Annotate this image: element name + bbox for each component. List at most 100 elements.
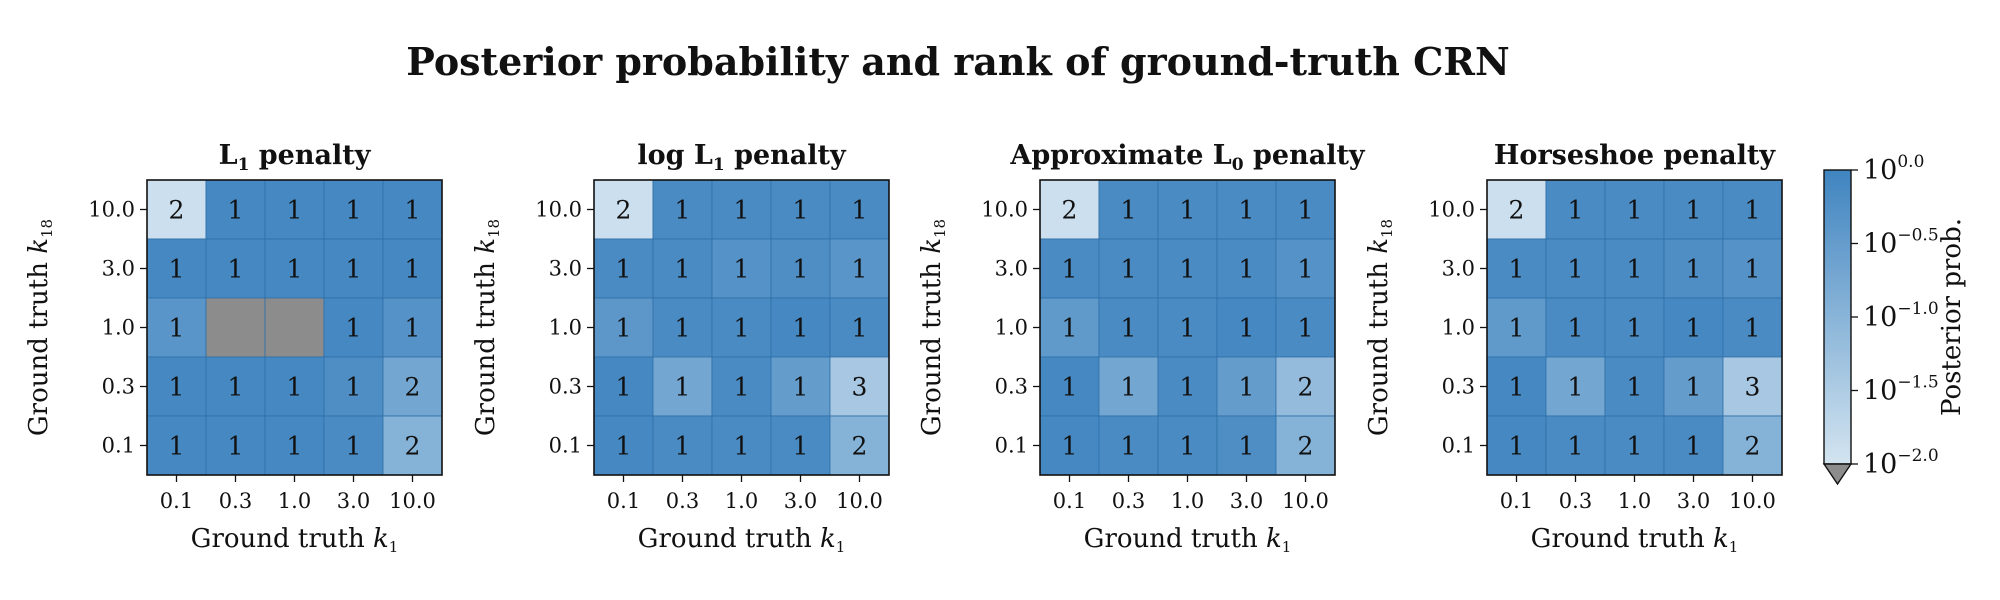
- y-tick-label: 10.0: [535, 198, 582, 222]
- x-axis-label: Ground truth k1: [638, 524, 846, 556]
- figure-title: Posterior probability and rank of ground…: [406, 39, 1509, 84]
- y-axis-label-var: k: [471, 238, 501, 254]
- heatmap-cell: [1545, 179, 1606, 240]
- y-tick-label: 1.0: [102, 316, 135, 340]
- y-tick-label: 0.3: [995, 375, 1028, 399]
- x-axis-label: Ground truth k1: [1531, 524, 1739, 556]
- rank-label: 1: [169, 373, 185, 402]
- y-axis-label: Ground truth k18: [471, 219, 503, 436]
- x-axis-label-subscript: 1: [389, 538, 399, 556]
- panel-title-rest: penalty: [249, 140, 371, 171]
- rank-label: 1: [228, 373, 244, 402]
- heatmap-cell: [264, 297, 325, 358]
- y-tick-label: 10.0: [1428, 198, 1475, 222]
- heatmap-cell: [829, 297, 890, 358]
- heatmap-cell: [264, 415, 325, 476]
- y-axis-label-text: Ground truth: [24, 254, 54, 436]
- heatmap-cell: [1039, 238, 1100, 299]
- rank-label: 1: [1568, 314, 1584, 343]
- x-axis-label-subscript: 1: [836, 538, 846, 556]
- heatmap-cell: [1157, 297, 1218, 358]
- x-tick-label: 3.0: [1677, 489, 1710, 513]
- heatmap-cell: [1604, 297, 1665, 358]
- x-tick-label: 0.1: [160, 489, 193, 513]
- y-tick-label: 0.1: [1442, 434, 1475, 458]
- heatmap-cell: [1545, 356, 1606, 417]
- heatmap-cell: [1486, 356, 1547, 417]
- rank-label: 1: [1298, 314, 1314, 343]
- heatmap-cell: [1039, 356, 1100, 417]
- heatmap-cell: [264, 238, 325, 299]
- x-axis-label: Ground truth k1: [1084, 524, 1292, 556]
- rank-label: 2: [852, 432, 868, 461]
- rank-label: 1: [1509, 373, 1525, 402]
- rank-label: 2: [405, 432, 421, 461]
- y-tick-label: 1.0: [995, 316, 1028, 340]
- y-axis-label-text: Ground truth: [917, 254, 947, 436]
- heatmap-cell: [770, 179, 831, 240]
- panel-title-rest: penalty: [1244, 140, 1366, 171]
- rank-label: 1: [1062, 432, 1078, 461]
- heatmap-cell: [264, 356, 325, 417]
- heatmap-cell: [652, 297, 713, 358]
- rank-label: 1: [169, 432, 185, 461]
- heatmap-cell: [652, 356, 713, 417]
- rank-label: 1: [1180, 196, 1196, 225]
- x-tick-label: 1.0: [1171, 489, 1204, 513]
- rank-label: 2: [1298, 373, 1314, 402]
- y-tick-label: 10.0: [88, 198, 135, 222]
- x-axis-label-text: Ground truth: [191, 524, 373, 554]
- heatmap-cell: [1275, 356, 1336, 417]
- heatmap-cell: [205, 415, 266, 476]
- heatmap-cell: [711, 356, 772, 417]
- rank-label: 1: [616, 255, 632, 284]
- rank-label: 1: [169, 314, 185, 343]
- rank-label: 1: [734, 432, 750, 461]
- heatmap-panel: Approximate L0 penalty 2 1 1 1 1 1 1 1 1 1 1 1 1 1 1 1 1 1…: [917, 140, 1366, 556]
- rank-label: 1: [793, 314, 809, 343]
- heatmap-cell: [1486, 297, 1547, 358]
- panel-title: Horseshoe penalty: [1494, 140, 1776, 171]
- x-tick-label: 0.3: [666, 489, 699, 513]
- rank-label: 1: [1686, 432, 1702, 461]
- y-axis-label-var: k: [917, 238, 947, 254]
- y-tick-label: 3.0: [549, 257, 582, 281]
- rank-label: 1: [734, 255, 750, 284]
- panel-title-rest: penalty: [725, 140, 847, 171]
- x-tick-label: 10.0: [1282, 489, 1329, 513]
- rank-label: 1: [793, 373, 809, 402]
- colorbar-label: Posterior prob.: [1937, 218, 1967, 416]
- colorbar-tick-exponent: −1.5: [1897, 373, 1938, 393]
- y-tick-label: 3.0: [995, 257, 1028, 281]
- rank-label: 1: [1121, 196, 1137, 225]
- y-tick-label: 0.1: [995, 434, 1028, 458]
- x-tick-label: 0.1: [607, 489, 640, 513]
- rank-label: 1: [675, 196, 691, 225]
- rank-label: 1: [1180, 255, 1196, 284]
- heatmap-cell: [1039, 415, 1100, 476]
- heatmap-cell: [1157, 179, 1218, 240]
- y-tick-label: 1.0: [549, 316, 582, 340]
- rank-label: 2: [616, 196, 632, 225]
- rank-label: 1: [1627, 314, 1643, 343]
- heatmap-cell: [1722, 238, 1783, 299]
- x-axis-label: Ground truth k1: [191, 524, 399, 556]
- heatmap-cell: [382, 179, 443, 240]
- heatmap-cell: [1663, 238, 1724, 299]
- heatmap-cell: [323, 297, 384, 358]
- rank-label: 1: [287, 196, 303, 225]
- rank-label: 1: [346, 255, 362, 284]
- y-tick-label: 0.1: [102, 434, 135, 458]
- heatmap-cell: [1486, 415, 1547, 476]
- heatmap-cell: [1722, 297, 1783, 358]
- rank-label: 1: [1298, 196, 1314, 225]
- y-axis-label: Ground truth k18: [24, 219, 56, 436]
- panel-title-subscript: 1: [713, 155, 725, 175]
- rank-label: 1: [1686, 373, 1702, 402]
- heatmap-cell: [323, 179, 384, 240]
- rank-label: 1: [228, 196, 244, 225]
- y-tick-label: 0.3: [1442, 375, 1475, 399]
- x-tick-label: 0.3: [1559, 489, 1592, 513]
